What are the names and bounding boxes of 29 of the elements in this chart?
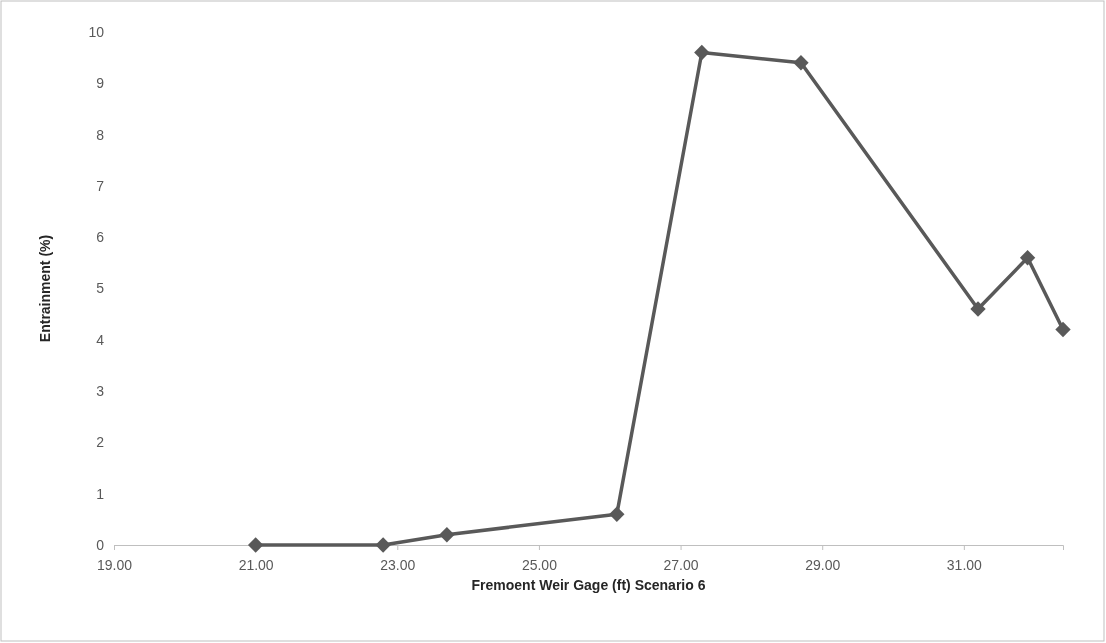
y-tick-label: 7	[96, 177, 105, 194]
y-tick-label: 2	[96, 434, 105, 451]
point	[793, 55, 809, 71]
point	[1055, 321, 1071, 338]
point	[439, 527, 455, 543]
y-tick-label: 9	[96, 75, 105, 92]
x-tick-label: 29.00	[805, 556, 841, 573]
point	[1019, 250, 1036, 266]
point	[609, 506, 625, 522]
y-tick-label: 3	[96, 383, 105, 400]
y-tick-label: 5	[96, 280, 105, 297]
point	[375, 537, 391, 553]
y-tick-label: 1	[96, 485, 105, 502]
x-tick-label: 31.00	[946, 556, 983, 573]
y-tick-label: 0	[96, 536, 105, 553]
x-axis-title: Fremoent Weir Gage (ft) Scenario 6	[471, 577, 706, 593]
y-axis-title: Entrainment (%)	[37, 234, 53, 343]
x-tick-label: 25.00	[521, 556, 558, 573]
y-tick-label: 10	[88, 23, 105, 40]
point	[694, 44, 710, 61]
y-tick-label: 4	[96, 331, 105, 348]
y-tick-label: 6	[96, 229, 105, 246]
x-tick-label: 19.00	[96, 556, 133, 573]
x-tick-label: 27.00	[663, 556, 699, 573]
x-tick-label: 21.00	[238, 556, 274, 573]
x-tick-label: 23.00	[380, 556, 416, 573]
point	[970, 301, 986, 317]
y-tick-label: 8	[96, 126, 105, 143]
point	[247, 537, 264, 553]
